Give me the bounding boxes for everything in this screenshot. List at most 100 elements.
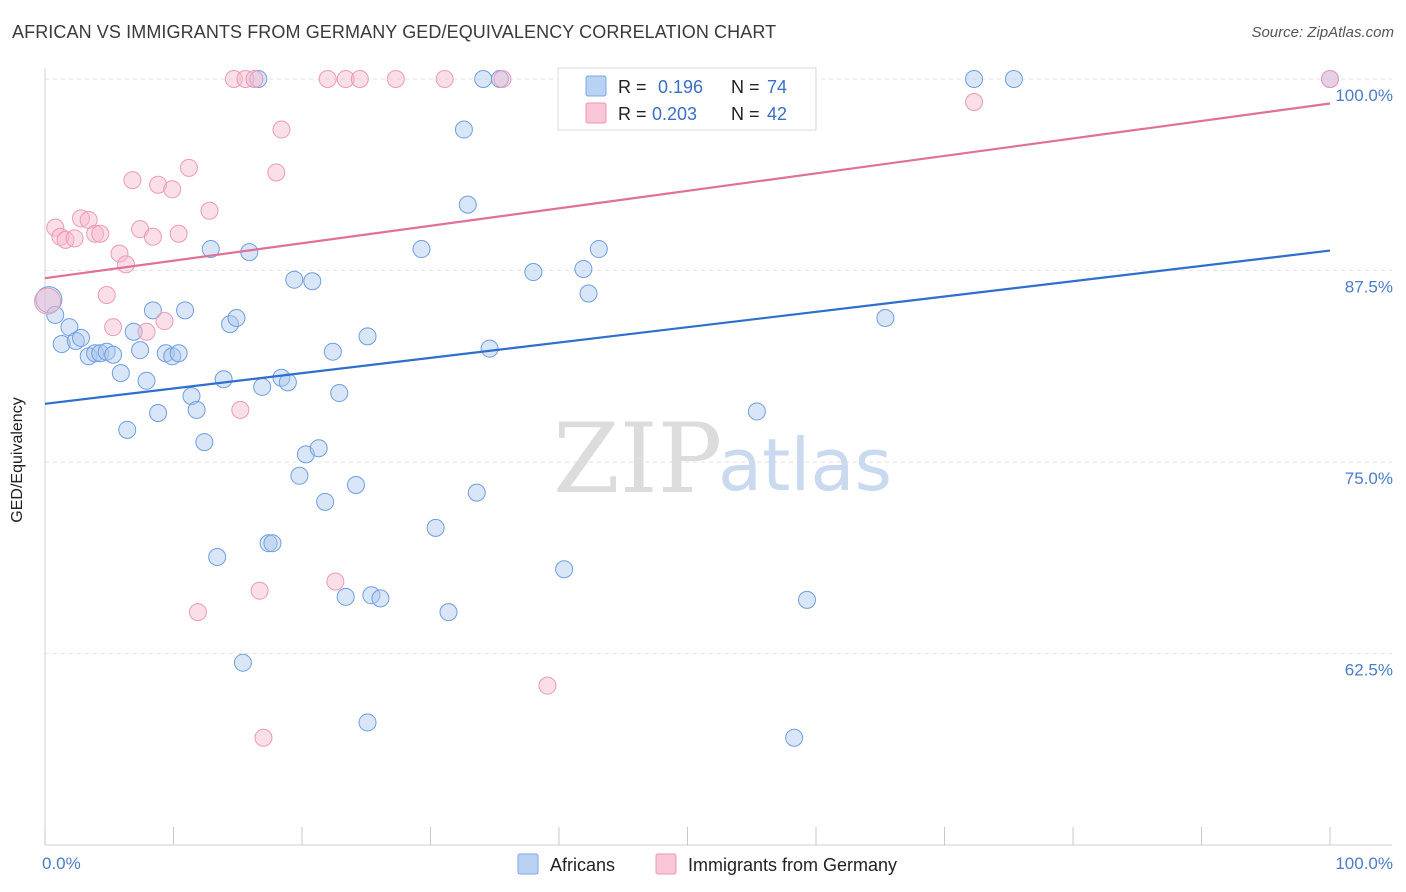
watermark-zip: ZIP [553, 403, 722, 515]
africans-point-62 [555, 560, 574, 579]
germany-point-27 [245, 70, 264, 88]
africans-point-38 [285, 270, 304, 289]
germany-point-0 [34, 287, 62, 315]
africans-point-23 [187, 400, 206, 419]
germany-point-20 [169, 224, 188, 243]
y-tick-label-1: 75.0% [1345, 469, 1393, 488]
germany-point-16 [143, 227, 162, 246]
germany-point-3 [56, 230, 75, 249]
africans-point-24 [195, 433, 214, 452]
africans-point-32 [249, 70, 268, 88]
bottom-legend-swatch-germany [655, 853, 677, 875]
africans-point-2 [52, 335, 71, 354]
legend-r-value-africans: 0.196 [658, 77, 703, 97]
africans-point-42 [309, 439, 328, 458]
africans-point-56 [458, 195, 477, 214]
africans-point-59 [480, 339, 499, 358]
germany-point-23 [200, 201, 219, 220]
africans-point-30 [233, 653, 252, 672]
germany-point-8 [91, 224, 110, 243]
germany-point-15 [137, 322, 156, 341]
africans-point-13 [124, 322, 143, 341]
africans-point-22 [182, 387, 201, 406]
legend-r-value-germany: 0.203 [652, 104, 697, 124]
africans-point-25 [201, 240, 220, 259]
africans-point-14 [131, 341, 150, 360]
africans-point-15 [137, 371, 156, 390]
germany-point-39 [538, 676, 557, 695]
africans-point-50 [371, 589, 390, 608]
africans-point-1 [46, 305, 65, 324]
germany-point-1 [46, 218, 65, 237]
africans-point-51 [358, 713, 377, 732]
germany-trend-line [44, 102, 1331, 280]
africans-point-47 [346, 475, 365, 494]
y-tick-label-3: 100.0% [1335, 86, 1393, 105]
germany-point-38 [493, 70, 512, 88]
africans-point-17 [149, 403, 168, 422]
bottom-legend-swatch-africans [517, 853, 539, 875]
legend-n-label-africans: N = [731, 77, 760, 97]
watermark: ZIP atlas [553, 403, 892, 515]
legend-swatch-africans [585, 75, 607, 97]
bottom-legend-germany: Immigrants from Germany [688, 855, 897, 875]
legend-r-label-germany: R = [618, 104, 647, 124]
tick-labels: 62.5% 75.0% 87.5% 100.0% 0.0% 100.0% [42, 86, 1393, 873]
africans-point-52 [412, 240, 431, 259]
germany-point-18 [155, 312, 174, 331]
africans-point-35 [263, 534, 282, 553]
africans-point-48 [358, 327, 377, 346]
germany-point-36 [386, 70, 405, 88]
germany-point-25 [231, 400, 250, 419]
africans-point-41 [303, 272, 322, 291]
africans-point-45 [330, 384, 349, 403]
africans-point-26 [208, 547, 227, 566]
africans-point-71 [965, 70, 984, 88]
germany-point-19 [163, 180, 182, 199]
africans-point-43 [316, 492, 335, 511]
axes [44, 68, 1392, 846]
africans-point-8 [91, 344, 110, 363]
africans-point-72 [1004, 70, 1023, 88]
germany-point-9 [97, 286, 116, 305]
x-tick-label-1: 100.0% [1335, 854, 1393, 873]
africans-point-46 [336, 587, 355, 606]
germany-point-31 [272, 120, 291, 139]
legend-n-value-africans: 74 [767, 77, 787, 97]
africans-point-33 [253, 377, 272, 396]
source-label: Source: ZipAtlas.com [1251, 24, 1394, 41]
africans-point-12 [118, 420, 137, 439]
y-tick-label-2: 87.5% [1345, 278, 1393, 297]
legend-swatch-germany [585, 102, 607, 124]
africans-point-27 [214, 370, 233, 389]
germany-point-17 [149, 175, 168, 194]
africans-point-70 [876, 308, 895, 327]
africans-point-36 [272, 368, 291, 387]
watermark-atlas: atlas [718, 423, 892, 507]
grid-lines [45, 78, 1392, 654]
germany-point-30 [267, 163, 286, 182]
africans-point-54 [439, 603, 458, 622]
germany-point-5 [71, 209, 90, 228]
legend-n-label-germany: N = [731, 104, 760, 124]
africans-point-20 [169, 344, 188, 363]
africans-point-53 [426, 518, 445, 537]
bottom-legend-africans: Africans [550, 855, 615, 875]
germany-point-29 [254, 728, 273, 747]
africans-point-11 [111, 364, 130, 383]
germany-point-2 [51, 227, 70, 246]
germany-point-7 [86, 224, 105, 243]
bottom-legend: Africans Immigrants from Germany [517, 853, 897, 875]
germany-point-32 [318, 70, 337, 88]
africans-point-67 [747, 402, 766, 421]
africans-point-4 [66, 331, 85, 350]
africans-point-64 [579, 284, 598, 303]
africans-point-7 [86, 344, 105, 363]
germany-point-34 [336, 70, 355, 88]
africans-point-63 [574, 259, 593, 278]
africans-point-68 [785, 728, 804, 747]
africans-point-44 [323, 342, 342, 361]
germany-point-41 [1321, 70, 1339, 88]
legend: R = 0.196 N = 74 R = 0.203 N = 42 [557, 67, 817, 131]
